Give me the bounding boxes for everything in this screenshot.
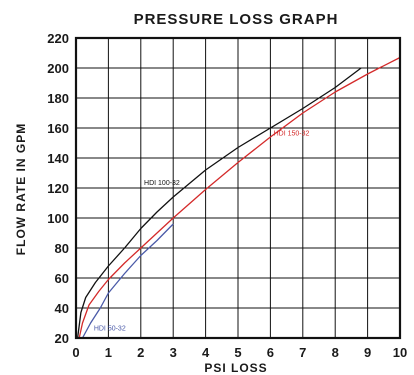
y-tick-labels: 20 40 60 80 100 120 140 160 180 200 220 — [47, 31, 69, 346]
x-tick-label: 6 — [267, 345, 274, 360]
series-labels: HDI 100-32 HDI 150-32 HDI 50-32 — [94, 131, 310, 333]
x-tick-label: 10 — [393, 345, 407, 360]
y-tick-label: 200 — [47, 61, 69, 76]
series-line — [78, 56, 401, 339]
chart-title: PRESSURE LOSS GRAPH — [134, 11, 339, 28]
series-line — [81, 223, 174, 339]
x-tick-label: 3 — [170, 345, 177, 360]
series-label: HDI 150-32 — [274, 131, 310, 138]
x-tick-labels: 0 1 2 3 4 5 6 7 8 9 10 — [72, 345, 407, 360]
y-tick-label: 140 — [47, 151, 69, 166]
y-tick-label: 120 — [47, 181, 69, 196]
y-tick-label: 60 — [55, 271, 69, 286]
series-label: HDI 100-32 — [144, 180, 180, 187]
y-tick-label: 40 — [55, 301, 69, 316]
y-axis-label: FLOW RATE IN GPM — [14, 123, 28, 255]
x-tick-label: 5 — [234, 345, 241, 360]
y-tick-label: 80 — [55, 241, 69, 256]
x-tick-label: 2 — [137, 345, 144, 360]
x-axis-label: PSI LOSS — [204, 361, 267, 375]
y-tick-label: 220 — [47, 31, 69, 46]
series-lines — [76, 56, 401, 339]
y-tick-label: 20 — [55, 331, 69, 346]
x-tick-label: 0 — [72, 345, 79, 360]
y-tick-label: 180 — [47, 91, 69, 106]
x-tick-label: 7 — [299, 345, 306, 360]
x-tick-label: 8 — [332, 345, 339, 360]
x-tick-label: 1 — [105, 345, 112, 360]
x-tick-label: 9 — [364, 345, 371, 360]
series-line — [76, 67, 362, 339]
series-label: HDI 50-32 — [94, 326, 126, 333]
y-tick-label: 100 — [47, 211, 69, 226]
x-tick-label: 4 — [202, 345, 210, 360]
plot-frame — [74, 36, 402, 340]
y-tick-label: 160 — [47, 121, 69, 136]
